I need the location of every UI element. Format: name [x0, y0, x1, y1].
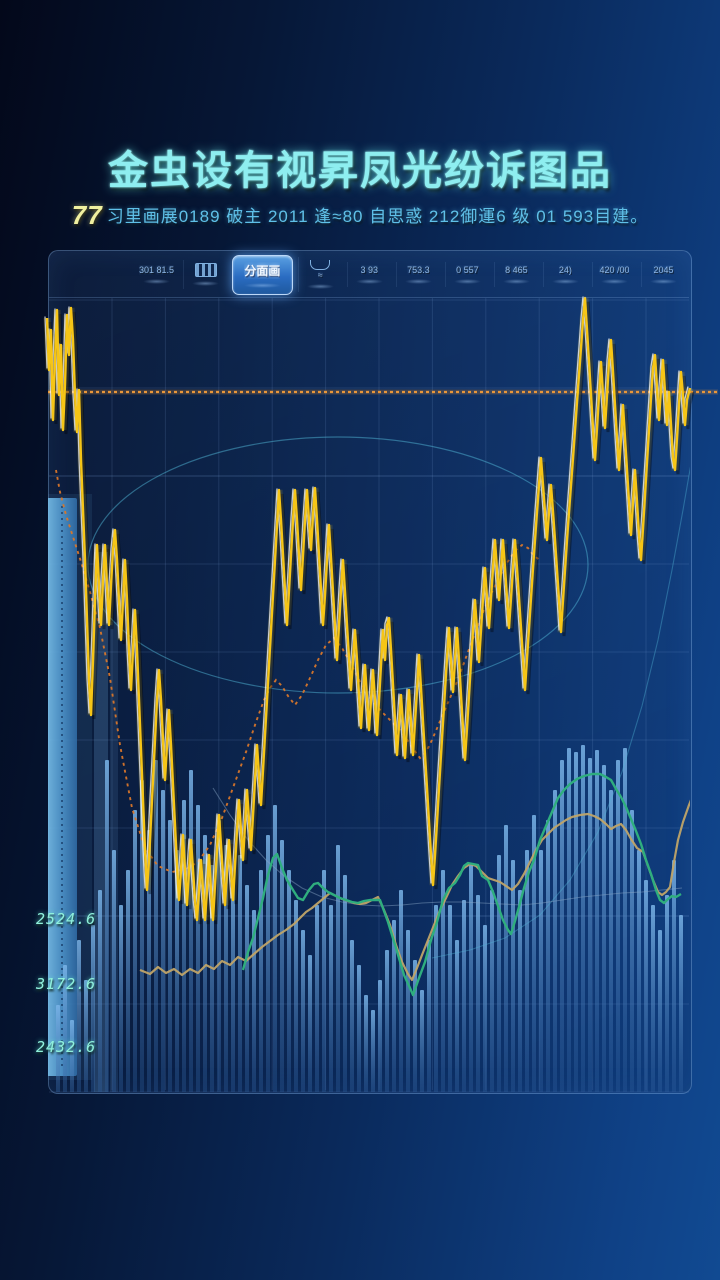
y-axis-label: 2524.6	[36, 910, 97, 928]
toolbar-tab-label: 753.3	[407, 265, 430, 275]
gauge-bar[interactable]	[47, 498, 77, 1076]
toolbar-tab-7[interactable]: 8 465	[493, 262, 538, 287]
toolbar-tab-3[interactable]: ≈	[297, 257, 342, 292]
tab-reflection	[649, 279, 678, 284]
columns-icon	[194, 263, 217, 277]
tab-reflection	[191, 281, 220, 286]
toolbar-tab-label: 420 /00	[599, 265, 630, 275]
chart-toolbar: 301 81.5 分面画 ≈3 93 753.3 0 557 8 465 24) 420 /0…	[49, 252, 689, 298]
tab-reflection	[243, 282, 281, 288]
toolbar-tab-2[interactable]: 分面画	[232, 254, 293, 295]
y-axis-label: 2432.6	[36, 1038, 97, 1056]
tab-reflection	[453, 279, 482, 284]
toolbar-tab-label: 301 81.5	[138, 265, 175, 275]
tab-reflection	[306, 284, 334, 289]
toolbar-tab-4[interactable]: 3 93	[346, 262, 391, 287]
tab-reflection	[502, 279, 531, 284]
price-line	[43, 296, 695, 925]
toolbar-tab-label: 2045	[653, 265, 674, 275]
toolbar-tab-label: 3 93	[360, 265, 379, 275]
toolbar-tab-1[interactable]	[183, 260, 227, 289]
toolbar-tab-label: ≈	[317, 270, 323, 280]
toolbar-tab-10[interactable]: 2045	[640, 262, 685, 287]
subtitle-text: 习里画展0189 破主 2011 逢≈80 自思惑 212御運6 级 01 59…	[106, 207, 649, 226]
subtitle-prefix: 77	[71, 200, 103, 230]
toolbar-tab-label: 分面画	[244, 263, 281, 278]
tab-reflection	[404, 279, 432, 284]
toolbar-tab-label: 24)	[558, 265, 572, 275]
indicator-lines	[139, 772, 690, 997]
tab-reflection	[355, 279, 383, 284]
toolbar-tab-9[interactable]: 420 /00	[591, 262, 636, 287]
volume-bars	[56, 745, 683, 1092]
toolbar-tab-label: 0 557	[456, 265, 479, 275]
tray-icon	[310, 260, 331, 270]
tab-reflection	[142, 279, 171, 284]
toolbar-tab-label: 8 465	[505, 265, 528, 275]
toolbar-tab-5[interactable]: 753.3	[395, 262, 440, 287]
toolbar-tab-0[interactable]: 301 81.5	[135, 262, 178, 287]
toolbar-tab-8[interactable]: 24)	[542, 262, 587, 287]
tab-reflection	[600, 279, 629, 284]
tab-reflection	[551, 279, 580, 284]
y-axis-label: 3172.6	[36, 975, 97, 993]
toolbar-tab-6[interactable]: 0 557	[444, 262, 489, 287]
page-subtitle: 77 习里画展0189 破主 2011 逢≈80 自思惑 212御運6 级 01 …	[0, 200, 720, 231]
page-title: 金虫设有视昇凤光纷诉图品	[108, 149, 612, 193]
